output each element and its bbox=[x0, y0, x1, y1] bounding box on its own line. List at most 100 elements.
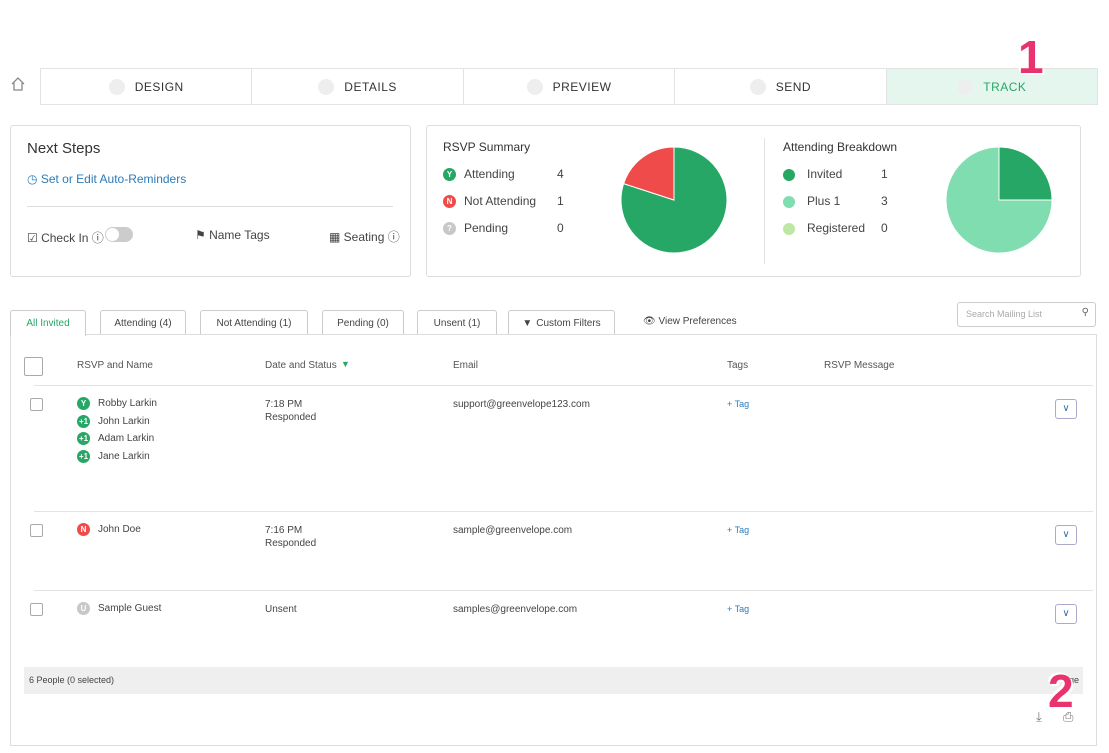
seating[interactable]: ▦ Seating ⓘ bbox=[329, 230, 400, 244]
checkbox[interactable] bbox=[30, 524, 43, 537]
guest: Y Robby Larkin bbox=[77, 397, 157, 410]
column-header: Tags bbox=[727, 360, 749, 371]
legend-count: 0 bbox=[881, 221, 888, 235]
add-tag[interactable]: + Tag bbox=[727, 604, 750, 614]
guest: +1 John Larkin bbox=[77, 414, 150, 428]
email: sample@greenvelope.com bbox=[453, 525, 573, 536]
divider bbox=[764, 138, 765, 264]
table-footer: 6 People (0 selected) Page bbox=[24, 667, 1083, 694]
home-icon[interactable] bbox=[10, 76, 26, 92]
tab[interactable]: Attending (4) bbox=[100, 310, 186, 335]
legend-count: 0 bbox=[557, 221, 564, 235]
guest-name: John Larkin bbox=[98, 415, 150, 427]
legend-count: 4 bbox=[557, 167, 564, 181]
label: Seating bbox=[343, 230, 385, 244]
checkbox[interactable] bbox=[30, 398, 43, 411]
guest-table: RSVP and Name Date and Status ▼ Email Tags RS… bbox=[10, 334, 1097, 746]
badge: N bbox=[77, 523, 90, 536]
legend-item: Y Attending bbox=[443, 167, 515, 182]
tab[interactable]: Not Attending (1) bbox=[200, 310, 308, 335]
guest: +1 Adam Larkin bbox=[77, 432, 154, 445]
name-tags[interactable]: ⚑ Name Tags bbox=[195, 228, 270, 242]
legend-label: Pending bbox=[464, 221, 509, 235]
tab-label: Custom Filters bbox=[536, 317, 601, 329]
pie-slice bbox=[945, 146, 1053, 254]
tab[interactable]: ▼ Custom Filters bbox=[508, 310, 615, 335]
print-icon[interactable]: ⎙ bbox=[1063, 709, 1074, 724]
step-icon bbox=[318, 78, 335, 95]
add-tag[interactable]: + Tag bbox=[727, 399, 750, 409]
column-header: RSVP and Name bbox=[77, 360, 153, 371]
annotation: 2 bbox=[1048, 665, 1074, 717]
nav-step[interactable]: SEND bbox=[675, 69, 887, 104]
reminder-link[interactable]: ◷ Set or Edit Auto-Reminders bbox=[27, 172, 187, 186]
legend-dot bbox=[783, 168, 795, 181]
page-label: Page bbox=[1057, 675, 1079, 685]
nav-step[interactable]: PREVIEW bbox=[464, 69, 676, 104]
rsvp-panel: RSVP Summary Attending Breakdown Y Attend… bbox=[426, 125, 1081, 277]
step-icon bbox=[749, 78, 766, 95]
nav-step[interactable]: DESIGN bbox=[41, 69, 253, 104]
panel-title: Next Steps bbox=[27, 140, 101, 157]
badge: U bbox=[77, 602, 90, 615]
tab[interactable]: All Invited bbox=[10, 310, 86, 336]
row-separator bbox=[34, 511, 1093, 512]
view-preferences[interactable]: 👁 View Preferences bbox=[643, 316, 737, 327]
tab[interactable]: Unsent (1) bbox=[417, 310, 497, 335]
step-label: TRACK bbox=[983, 79, 1027, 94]
time: 7:18 PM bbox=[265, 399, 303, 410]
link-text: Set or Edit Auto-Reminders bbox=[40, 172, 187, 186]
placeholder: Search Mailing List bbox=[966, 309, 1043, 319]
time: 7:16 PM bbox=[265, 525, 303, 536]
expand-button[interactable]: ∨ bbox=[1055, 525, 1077, 545]
step-label: PREVIEW bbox=[552, 79, 612, 94]
tab-label: Attending (4) bbox=[114, 317, 172, 329]
tab-label: All Invited bbox=[26, 318, 70, 329]
row-separator bbox=[34, 385, 1093, 386]
annotation: 1 bbox=[1018, 31, 1044, 83]
check-in[interactable]: ☑ Check In ⓘ bbox=[27, 231, 104, 245]
badge: ? bbox=[443, 222, 456, 236]
label: View Preferences bbox=[658, 316, 737, 327]
search-box[interactable]: Search Mailing List ⚲ bbox=[957, 302, 1096, 327]
expand-button[interactable]: ∨ bbox=[1055, 399, 1077, 419]
guest-name: John Doe bbox=[98, 524, 141, 536]
pie-charts bbox=[620, 146, 1053, 254]
panel-title: RSVP Summary bbox=[443, 140, 531, 154]
add-tag[interactable]: + Tag bbox=[727, 525, 750, 535]
legend-count: 1 bbox=[557, 194, 564, 208]
badge: Y bbox=[77, 397, 90, 410]
legend-item: Invited bbox=[783, 167, 842, 181]
badge: Y bbox=[443, 168, 456, 182]
download-icon[interactable]: ⤓ bbox=[1036, 709, 1042, 724]
toggle[interactable] bbox=[105, 227, 133, 242]
guest: N John Doe bbox=[77, 523, 141, 536]
guest-name: Adam Larkin bbox=[98, 433, 155, 445]
legend-label: Attending bbox=[464, 167, 515, 181]
next-steps-panel: Next Steps ◷ Set or Edit Auto-Reminders … bbox=[10, 125, 411, 277]
legend-dot bbox=[783, 195, 795, 208]
email: samples@greenvelope.com bbox=[453, 604, 578, 615]
checkbox[interactable] bbox=[30, 603, 43, 616]
email: support@greenvelope123.com bbox=[453, 399, 590, 410]
expand-button[interactable]: ∨ bbox=[1055, 604, 1077, 624]
step-label: DESIGN bbox=[134, 79, 184, 94]
divider bbox=[27, 206, 393, 207]
label: Check In bbox=[41, 231, 89, 245]
guest: U Sample Guest bbox=[77, 602, 161, 615]
tab[interactable]: Pending (0) bbox=[322, 310, 404, 335]
guest-name: Jane Larkin bbox=[98, 450, 150, 462]
row-separator bbox=[34, 590, 1093, 591]
nav-step[interactable]: DETAILS bbox=[252, 69, 464, 104]
checkbox[interactable] bbox=[24, 357, 43, 376]
legend-label: Not Attending bbox=[464, 194, 537, 208]
legend-count: 3 bbox=[881, 194, 888, 208]
legend-label: Invited bbox=[807, 167, 843, 181]
step-label: DETAILS bbox=[344, 79, 397, 94]
legend-label: Registered bbox=[807, 221, 866, 235]
legend-item: N Not Attending bbox=[443, 194, 537, 209]
tab-label: Unsent (1) bbox=[433, 317, 481, 329]
legend-item: Plus 1 bbox=[783, 194, 840, 208]
nav-step[interactable]: TRACK bbox=[886, 69, 1098, 104]
label: Name Tags bbox=[209, 228, 270, 242]
